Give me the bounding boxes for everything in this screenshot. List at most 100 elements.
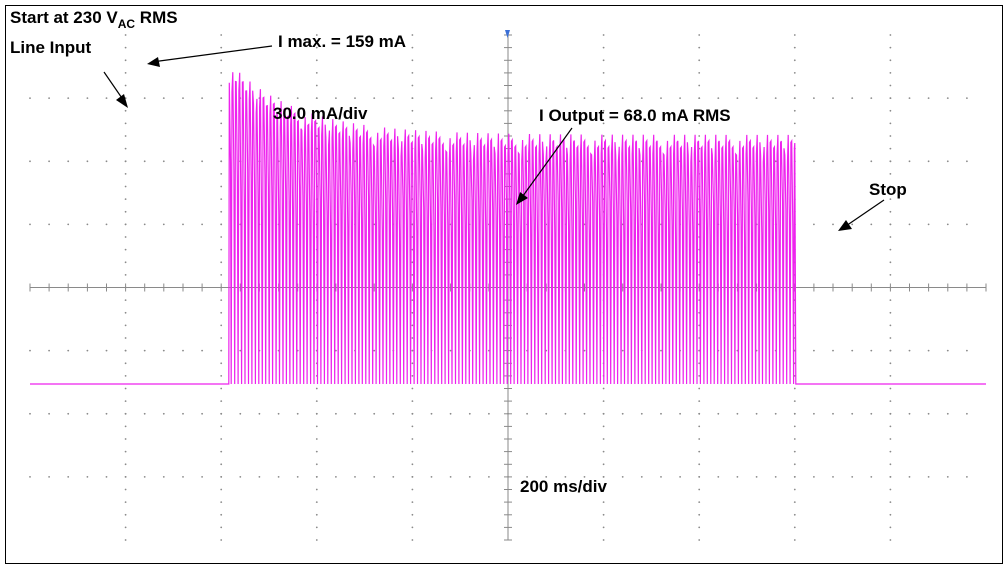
grid-dot	[602, 46, 605, 49]
grid-dot	[602, 513, 605, 516]
y-scale-label: 30.0 mA/div	[273, 104, 368, 123]
grid-dot	[449, 476, 452, 478]
grid-dot	[411, 362, 414, 365]
grid-dot	[124, 349, 127, 352]
grid-dot	[124, 412, 127, 415]
grid-dot	[698, 412, 701, 415]
grid-dot	[870, 476, 873, 478]
grid-dot	[105, 160, 108, 163]
grid-dot	[889, 438, 892, 440]
grid-dot	[889, 299, 892, 301]
grid-dot	[411, 84, 414, 87]
grid-dot	[583, 349, 586, 352]
grid-dot	[736, 97, 739, 99]
grid-dot	[774, 160, 777, 163]
grid-dot	[220, 501, 223, 503]
grid-dot	[315, 488, 318, 491]
grid-dot	[698, 362, 701, 365]
grid-dot	[220, 387, 223, 390]
grid-dot	[908, 349, 911, 352]
grid-dot	[220, 324, 223, 327]
arrow-stop	[838, 199, 885, 231]
grid-dot	[526, 412, 528, 415]
grid-dot	[793, 463, 796, 466]
grid-dot	[220, 72, 223, 74]
arrow-line-input	[103, 71, 128, 108]
grid-dot	[832, 476, 834, 478]
grid-dot	[411, 261, 414, 264]
grid-dot	[602, 97, 605, 99]
grid-dot	[813, 160, 815, 163]
grid-dot	[143, 97, 146, 99]
grid-dot	[908, 97, 911, 99]
grid-dot	[373, 97, 376, 99]
grid-dot	[889, 375, 892, 377]
grid-dot	[105, 349, 108, 352]
trigger-marker	[505, 30, 510, 38]
grid-dot	[29, 97, 31, 99]
grid-dot	[220, 539, 223, 541]
grid-dot	[220, 34, 223, 36]
grid-dot	[29, 476, 31, 478]
grid-dot	[946, 97, 949, 99]
grid-dot	[946, 476, 949, 478]
grid-dot	[392, 97, 395, 99]
grid-dot	[583, 476, 586, 478]
grid-dot	[220, 337, 223, 339]
grid-dot	[411, 324, 414, 327]
grid-dot	[411, 387, 414, 390]
grid-dot	[927, 349, 930, 352]
grid-dot	[966, 160, 968, 163]
grid-dot	[124, 72, 127, 74]
grid-dot	[411, 463, 414, 466]
grid-dot	[220, 248, 223, 251]
grid-dot	[889, 97, 892, 99]
grid-dot	[86, 476, 89, 478]
grid-dot	[296, 97, 299, 99]
grid-dot	[105, 412, 108, 415]
grid-dot	[889, 46, 892, 49]
grid-dot	[201, 412, 204, 415]
grid-dot	[468, 97, 471, 99]
grid-dot	[889, 223, 892, 226]
grid-dot	[679, 476, 681, 478]
grid-dot	[602, 72, 605, 74]
grid-dot	[966, 97, 968, 99]
grid-dot	[411, 476, 414, 478]
grid-dot	[488, 476, 490, 478]
grid-dot	[698, 463, 701, 466]
grid-dot	[182, 349, 184, 352]
grid-dot	[124, 311, 127, 314]
grid-dot	[220, 488, 223, 491]
grid-dot	[220, 438, 223, 440]
grid-dot	[449, 412, 452, 415]
grid-dot	[315, 412, 318, 415]
grid-dot	[966, 223, 968, 226]
grid-dot	[621, 349, 624, 352]
grid-dot	[564, 412, 567, 415]
grid-dot	[315, 425, 318, 428]
grid-dot	[296, 412, 299, 415]
grid-dot	[889, 387, 892, 390]
grid-dot	[124, 425, 127, 428]
grid-dot	[449, 349, 452, 352]
grid-dot	[602, 450, 605, 453]
grid-dot	[182, 412, 184, 415]
grid-dot	[564, 160, 567, 163]
grid-dot	[29, 223, 31, 226]
grid-dot	[124, 375, 127, 377]
grid-dot	[698, 135, 701, 137]
grid-dot	[411, 97, 414, 99]
grid-dot	[545, 97, 548, 99]
grid-dot	[717, 412, 720, 415]
grid-dot	[411, 46, 414, 49]
grid-dot	[602, 400, 605, 402]
grid-dot	[851, 476, 854, 478]
grid-dot	[411, 135, 414, 137]
grid-dot	[124, 122, 127, 125]
grid-dot	[583, 97, 586, 99]
grid-dot	[67, 349, 70, 352]
grid-dot	[411, 526, 414, 529]
grid-dot	[889, 526, 892, 529]
grid-dot	[679, 97, 681, 99]
